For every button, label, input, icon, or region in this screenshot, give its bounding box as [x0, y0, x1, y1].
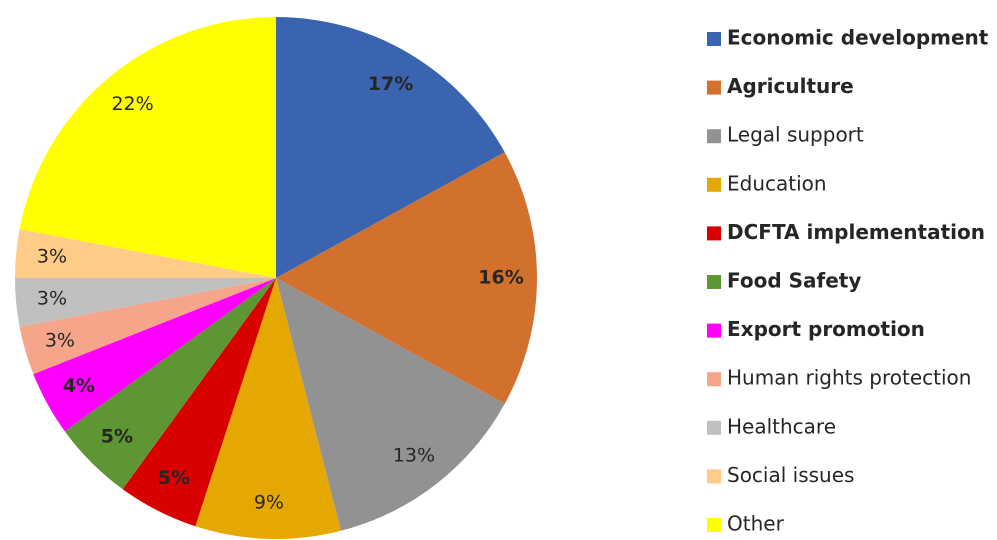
- pie-slice: [15, 278, 276, 327]
- legend-label: Healthcare: [727, 414, 836, 438]
- legend-swatch: [707, 80, 721, 95]
- legend-label: Education: [727, 171, 827, 195]
- data-label: 22%: [111, 93, 153, 115]
- legend-swatch: [707, 420, 721, 435]
- data-label: 16%: [478, 267, 523, 289]
- legend-swatch: [707, 518, 721, 532]
- data-label: 13%: [393, 444, 435, 466]
- pie-slice: [19, 278, 277, 375]
- legend-label: DCFTA implementation: [727, 220, 985, 244]
- pie-slice: [195, 278, 341, 539]
- pie-slice: [122, 278, 277, 527]
- legend-label: Agriculture: [727, 74, 854, 98]
- pie-slice: [19, 17, 277, 278]
- pie-slice: [64, 278, 277, 490]
- legend-swatch: [707, 129, 721, 144]
- data-label: 5%: [158, 467, 190, 489]
- legend-label: Human rights protection: [727, 366, 971, 390]
- pie-slice: [276, 152, 537, 404]
- legend-label: Other: [727, 512, 785, 536]
- legend-label: Social issues: [727, 463, 854, 487]
- pie-slice: [276, 278, 505, 531]
- data-label: 17%: [368, 73, 413, 95]
- data-label: 3%: [37, 245, 67, 267]
- pie-slice: [33, 278, 276, 432]
- legend-swatch: [707, 372, 721, 387]
- legend-swatch: [707, 469, 721, 484]
- legend-swatch: [707, 275, 721, 289]
- legend-label: Economic development: [727, 26, 989, 50]
- data-label: 3%: [45, 329, 75, 351]
- legend-swatch: [707, 323, 721, 338]
- legend-swatch: [707, 177, 721, 192]
- data-label: 4%: [63, 375, 95, 397]
- legend-label: Legal support: [727, 123, 864, 147]
- legend-swatch: [707, 32, 721, 46]
- pie-slice: [15, 229, 276, 278]
- legend-swatch: [707, 226, 721, 241]
- data-label: 5%: [101, 426, 133, 448]
- data-label: 9%: [254, 491, 284, 513]
- pie-slice: [276, 17, 505, 278]
- legend-label: Export promotion: [727, 317, 925, 341]
- data-label: 3%: [37, 288, 67, 310]
- legend-label: Food Safety: [727, 269, 861, 293]
